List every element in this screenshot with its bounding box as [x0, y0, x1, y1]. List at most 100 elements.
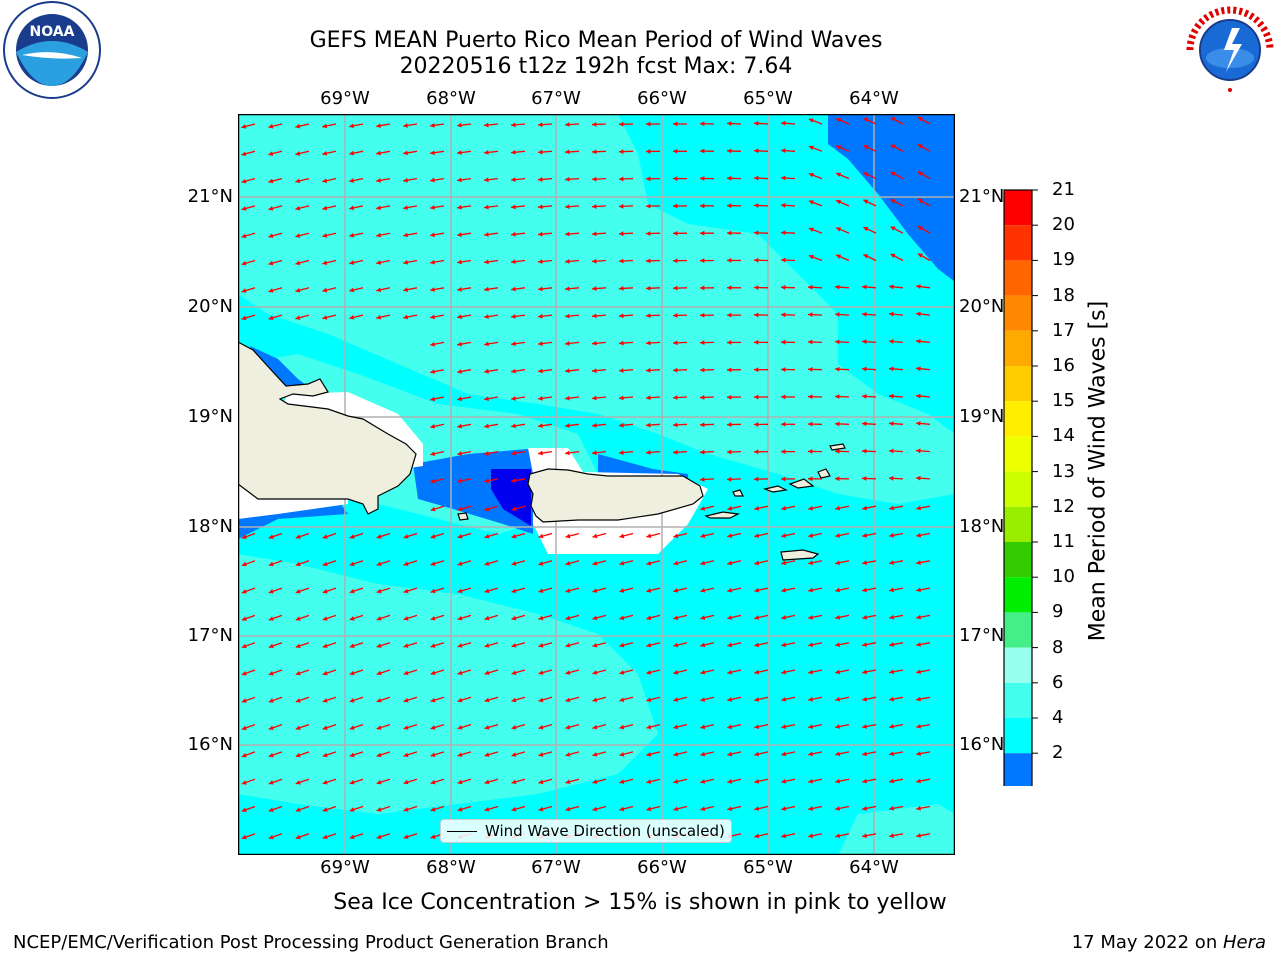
wave-direction-arrow	[564, 122, 580, 127]
wave-direction-arrow	[537, 177, 553, 182]
wave-direction-arrow	[753, 394, 769, 400]
wave-direction-arrow	[808, 833, 823, 839]
wave-direction-arrow	[673, 778, 688, 784]
wave-direction-arrow	[916, 560, 931, 565]
wave-direction-arrow	[646, 723, 661, 730]
wave-direction-arrow	[780, 202, 796, 208]
colorbar-tick-label: 10	[1052, 566, 1075, 588]
wave-direction-arrow	[403, 314, 418, 320]
wave-direction-arrow	[619, 696, 634, 703]
wave-direction-arrow	[484, 478, 499, 484]
wave-direction-arrow	[241, 205, 256, 211]
wave-direction-arrow	[863, 117, 877, 125]
wave-direction-arrow	[430, 642, 445, 648]
wave-direction-arrow	[889, 311, 904, 317]
wave-direction-arrow	[322, 778, 337, 785]
wave-direction-arrow	[889, 587, 904, 593]
wave-direction-arrow	[295, 205, 310, 211]
footer-date-text: 17 May 2022 on	[1071, 932, 1223, 953]
wave-direction-arrow	[322, 696, 337, 703]
wave-direction-arrow	[592, 669, 607, 675]
wave-direction-arrow	[861, 339, 877, 345]
wave-direction-arrow	[322, 751, 337, 758]
wave-direction-arrow	[808, 532, 823, 538]
wave-direction-arrow	[511, 505, 526, 512]
wave-direction-arrow	[808, 227, 823, 234]
wave-direction-arrow	[861, 394, 877, 399]
wave-direction-arrow	[295, 560, 310, 567]
wave-direction-arrow	[780, 175, 796, 181]
wave-direction-arrow	[699, 121, 715, 127]
wave-direction-arrow	[403, 614, 418, 621]
wave-direction-arrow	[538, 560, 553, 566]
wave-direction-arrow	[241, 723, 256, 731]
colorbar-tick-label: 20	[1052, 214, 1075, 236]
wave-direction-arrow	[808, 642, 823, 648]
wave-direction-arrow	[538, 423, 553, 429]
wave-direction-arrow	[808, 778, 823, 784]
wave-direction-arrow	[511, 314, 526, 319]
legend-line-swatch	[447, 830, 477, 832]
wave-direction-arrow	[457, 614, 472, 621]
wave-direction-arrow	[889, 560, 904, 565]
wave-direction-arrow	[538, 286, 553, 292]
wave-direction-arrow	[484, 450, 499, 456]
wave-direction-arrow	[807, 312, 823, 318]
wave-direction-arrow	[889, 642, 904, 647]
colorbar-segment	[1004, 225, 1032, 261]
wave-direction-arrow	[673, 696, 688, 702]
wave-direction-arrow	[268, 805, 283, 812]
wave-direction-arrow	[890, 198, 904, 207]
colorbar-segment	[1004, 542, 1032, 578]
wave-direction-arrow	[241, 232, 256, 239]
lon-label-bottom: 69°W	[320, 857, 370, 878]
wave-direction-arrow	[618, 286, 634, 291]
wave-direction-arrow	[834, 476, 850, 482]
wave-direction-arrow	[430, 587, 445, 594]
lon-label-top: 65°W	[743, 88, 793, 109]
wave-direction-arrow	[538, 532, 553, 539]
wave-direction-arrow	[349, 723, 364, 730]
wave-direction-arrow	[403, 805, 418, 812]
wave-direction-arrow	[457, 314, 472, 320]
wave-direction-arrow	[592, 450, 607, 456]
wave-direction-arrow	[862, 778, 877, 784]
wave-direction-arrow	[295, 669, 310, 676]
wave-direction-arrow	[835, 833, 850, 839]
lon-label-bottom: 64°W	[849, 857, 899, 878]
wave-direction-arrow	[862, 587, 877, 593]
wave-direction-arrow	[511, 231, 526, 237]
lon-label-bottom: 68°W	[426, 857, 476, 878]
wave-direction-arrow	[753, 148, 769, 154]
wave-direction-arrow	[349, 177, 364, 183]
wave-direction-arrow	[618, 203, 634, 209]
wave-direction-arrow	[538, 341, 553, 346]
wave-direction-arrow	[565, 450, 580, 456]
wave-direction-arrow	[511, 587, 526, 594]
wave-direction-arrow	[916, 532, 931, 538]
sea-ice-note: Sea Ice Concentration > 15% is shown in …	[333, 890, 947, 915]
wave-direction-arrow	[672, 340, 688, 346]
wave-direction-arrow	[322, 723, 337, 730]
wave-direction-arrow	[591, 231, 607, 237]
wave-direction-arrow	[808, 805, 823, 811]
wave-direction-arrow	[834, 312, 850, 317]
colorbar-tick-label: 2	[1052, 742, 1064, 764]
wave-direction-arrow	[376, 805, 391, 812]
wave-direction-arrow	[511, 149, 526, 155]
wave-direction-arrow	[807, 339, 823, 345]
wave-direction-arrow	[645, 121, 661, 127]
wave-direction-arrow	[781, 560, 796, 566]
wave-direction-arrow	[349, 150, 364, 156]
wave-direction-arrow	[295, 123, 310, 129]
wave-direction-arrow	[835, 199, 850, 207]
colorbar-segment	[1004, 260, 1032, 296]
wave-direction-arrow	[753, 257, 769, 263]
wave-direction-arrow	[403, 560, 418, 566]
wave-direction-arrow	[672, 395, 688, 400]
lat-label-left: 21°N	[187, 186, 233, 207]
wave-direction-arrow	[781, 751, 796, 757]
wave-direction-arrow	[511, 642, 526, 648]
wave-direction-arrow	[538, 614, 553, 621]
wave-direction-arrow	[484, 805, 499, 812]
